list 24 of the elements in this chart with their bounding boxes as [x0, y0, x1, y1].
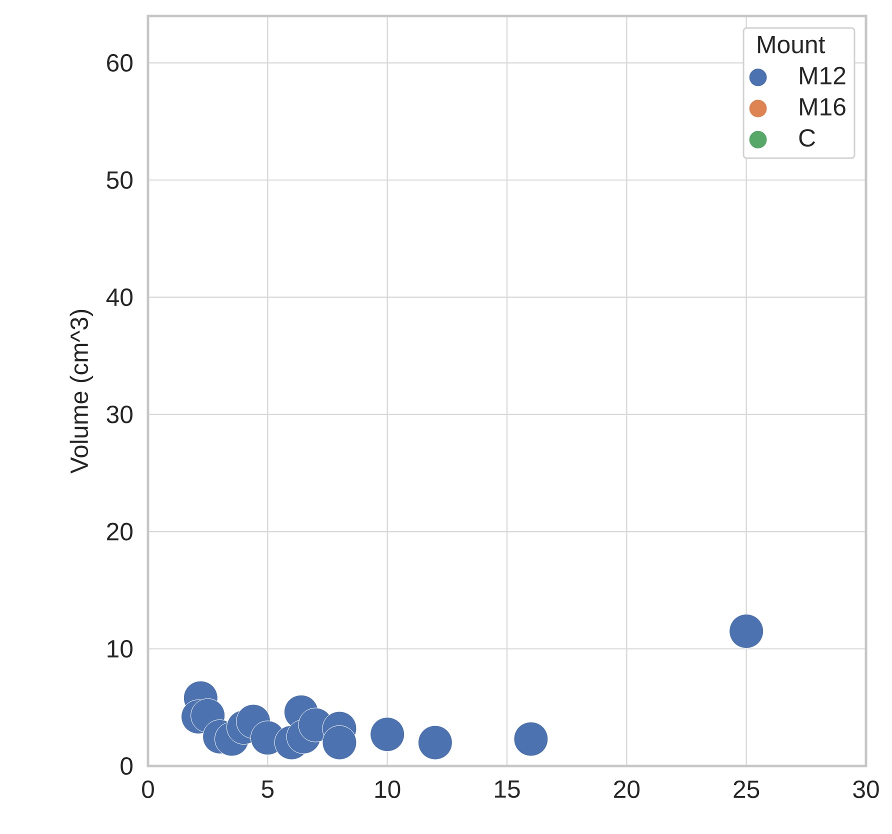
- y-tick-label: 0: [120, 757, 133, 775]
- legend-label: C: [799, 129, 816, 147]
- x-tick-label: 25: [734, 780, 760, 798]
- point: [322, 725, 357, 760]
- point: [514, 722, 548, 756]
- x-tick-label: 20: [614, 780, 640, 798]
- point: [729, 614, 764, 648]
- x-tick-label: 0: [142, 780, 154, 798]
- legend-label: M16: [800, 98, 846, 116]
- y-tick-label: 60: [107, 54, 133, 72]
- y-axis-title: Volume (cm^3): [70, 310, 93, 474]
- legend-title: Mount: [758, 36, 826, 54]
- x-tick-label: 15: [495, 780, 520, 798]
- y-tick-label: 40: [106, 288, 133, 306]
- y-tick-label: 20: [107, 522, 133, 540]
- x-tick-label: 30: [853, 780, 879, 798]
- point: [418, 725, 452, 760]
- x-tick-label: 10: [375, 780, 400, 798]
- y-tick-label: 50: [106, 171, 133, 189]
- x-tick-label: 5: [262, 780, 274, 798]
- point: [370, 717, 405, 752]
- legend-label: M12: [800, 66, 846, 84]
- y-tick-label: 30: [106, 406, 133, 424]
- y-tick-label: 10: [108, 640, 133, 658]
